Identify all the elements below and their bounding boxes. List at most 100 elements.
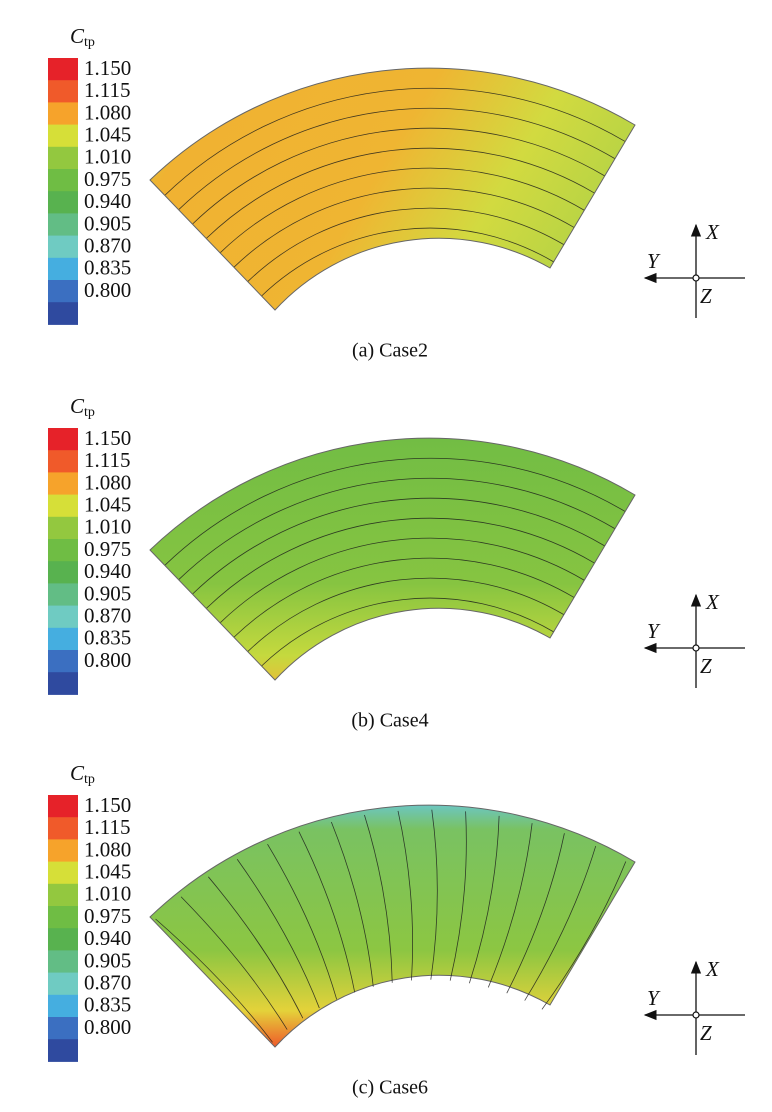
colorbar-label: 1.010	[84, 882, 131, 906]
panel: Ctp1.1501.1151.0801.0451.0100.9750.9400.…	[48, 394, 745, 732]
streamlines	[155, 809, 627, 1043]
colorbar-label: 1.150	[84, 56, 131, 80]
colorbar-band	[48, 994, 78, 1018]
colorbar-label: 0.870	[84, 604, 131, 628]
colorbar-band	[48, 539, 78, 562]
colorbar-label: 1.010	[84, 145, 131, 169]
streamline	[206, 147, 595, 239]
colorbar-title: Ctp	[70, 394, 95, 420]
panel: Ctp1.1501.1151.0801.0451.0100.9750.9400.…	[48, 761, 745, 1099]
colorbar-label: 0.870	[84, 971, 131, 995]
colorbar-symbol: C	[70, 761, 85, 785]
colorbar-band	[48, 235, 78, 259]
streamline	[208, 876, 304, 1019]
colorbar-band	[48, 213, 78, 237]
streamline	[180, 896, 288, 1030]
colorbar-label: 1.080	[84, 837, 131, 861]
streamline	[449, 811, 467, 981]
colorbar-band	[48, 883, 78, 907]
colorbar-label: 0.800	[84, 648, 131, 672]
colorbar-title: Ctp	[70, 761, 95, 787]
streamline	[192, 127, 605, 225]
streamline	[220, 167, 585, 253]
colorbar-band	[48, 1017, 78, 1040]
colorbar-band	[48, 605, 78, 629]
streamline	[233, 187, 575, 268]
colorbar-band	[48, 102, 78, 126]
colorbar-band	[48, 494, 78, 518]
caption: (c) Case6	[352, 1077, 428, 1099]
colorbar-label: 0.940	[84, 559, 131, 583]
streamline	[524, 845, 597, 1001]
streamline	[397, 810, 414, 981]
axis-label: X	[705, 957, 720, 981]
colorbar-label: 1.045	[84, 860, 131, 884]
axis-label: Z	[700, 284, 712, 308]
colorbar-band	[48, 169, 78, 192]
caption: (a) Case2	[352, 340, 428, 362]
streamline	[487, 823, 533, 988]
streamline	[192, 497, 605, 595]
colorbar-label: 1.115	[84, 815, 130, 839]
colorbar-label: 0.835	[84, 626, 131, 650]
colorbar-label: 0.905	[84, 948, 131, 972]
colorbar-label: 0.870	[84, 234, 131, 258]
streamline	[261, 227, 554, 297]
colorbar-label: 0.800	[84, 1015, 131, 1039]
axis-label: Z	[700, 654, 712, 678]
colorbar-label: 1.080	[84, 470, 131, 494]
axis-origin	[692, 1011, 700, 1019]
colorbar-label: 1.150	[84, 793, 131, 817]
colorbar-band	[48, 672, 78, 695]
colorbar-label: 0.940	[84, 189, 131, 213]
streamline	[364, 814, 393, 983]
colorbar-label: 0.905	[84, 581, 131, 605]
colorbar-label: 0.975	[84, 537, 131, 561]
streamline	[247, 207, 564, 282]
streamline	[164, 457, 626, 566]
contour-field	[149, 804, 636, 1048]
streamline	[261, 597, 554, 667]
colorbar-band	[48, 795, 78, 818]
colorbar-band	[48, 58, 78, 81]
streamline	[506, 833, 565, 994]
streamlines	[164, 457, 626, 667]
colorbar-subscript: tp	[84, 405, 95, 420]
axis-origin	[692, 644, 700, 652]
colorbar-label: 1.115	[84, 448, 130, 472]
colorbar-band	[48, 650, 78, 673]
colorbar-label: 1.080	[84, 100, 131, 124]
colorbar-label: 1.150	[84, 426, 131, 450]
streamline	[541, 861, 627, 1010]
axis-label: X	[705, 590, 720, 614]
axis-label: Y	[647, 249, 661, 273]
colorbar-band	[48, 302, 78, 325]
colorbar-band	[48, 561, 78, 584]
colorbar-label: 1.045	[84, 123, 131, 147]
caption: (b) Case4	[351, 710, 428, 732]
contour-field	[149, 437, 636, 681]
colorbar-label: 1.010	[84, 515, 131, 539]
streamline	[330, 821, 374, 987]
colorbar-label: 0.940	[84, 926, 131, 950]
streamline	[164, 87, 626, 196]
streamline	[206, 517, 595, 609]
streamlines	[164, 87, 626, 297]
colorbar-band	[48, 928, 78, 951]
colorbar-label: 1.045	[84, 493, 131, 517]
axis-label: Y	[647, 619, 661, 643]
colorbar-band	[48, 817, 78, 840]
colorbar-label: 0.835	[84, 993, 131, 1017]
colorbar-band	[48, 146, 78, 170]
colorbar-band	[48, 972, 78, 996]
streamline	[298, 831, 356, 993]
streamline	[233, 557, 575, 638]
colorbar-label: 0.905	[84, 211, 131, 235]
axis-label: Y	[647, 986, 661, 1010]
colorbar-label: 0.800	[84, 278, 131, 302]
streamline	[155, 918, 273, 1043]
colorbar-title: Ctp	[70, 24, 95, 50]
colorbar-band	[48, 861, 78, 885]
axis-label: Z	[700, 1021, 712, 1045]
